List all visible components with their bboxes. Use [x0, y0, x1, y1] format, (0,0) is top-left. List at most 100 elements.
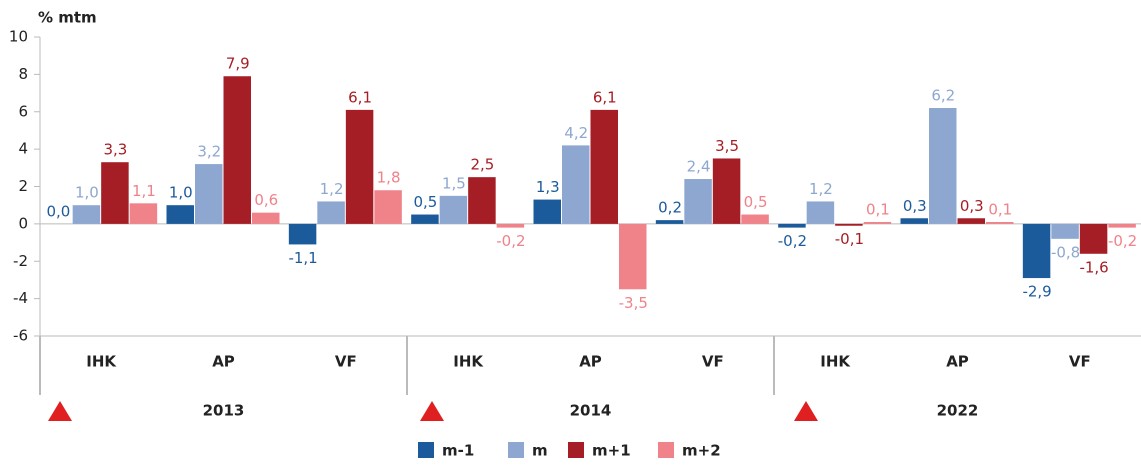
y-tick-label: 6	[18, 102, 28, 120]
marker	[794, 401, 818, 421]
data-label: 6,1	[348, 88, 372, 106]
data-label: 1,3	[536, 178, 560, 196]
data-label: 6,2	[931, 87, 955, 105]
bar	[534, 200, 562, 224]
x-tick-label: VF	[335, 353, 357, 371]
bar	[864, 222, 892, 224]
bar	[807, 201, 835, 223]
x-tick-label: IHK	[820, 353, 851, 371]
bar	[619, 224, 647, 289]
bar	[562, 145, 590, 223]
data-label: -0,8	[1051, 243, 1080, 261]
group-label: 2013	[203, 402, 245, 420]
legend-label: m	[532, 442, 548, 460]
data-label: 1,8	[377, 169, 401, 187]
bar	[986, 222, 1014, 224]
bar	[440, 196, 468, 224]
x-tick-label: VF	[1069, 353, 1091, 371]
group-label: 2014	[570, 402, 612, 420]
data-label: 0,1	[988, 201, 1012, 219]
data-label: 7,9	[226, 55, 250, 73]
y-tick-label: -4	[13, 289, 28, 307]
data-label: -0,1	[835, 230, 864, 248]
x-tick-label: IHK	[86, 353, 117, 371]
x-tick-label: AP	[946, 353, 969, 371]
data-label: 1,1	[132, 182, 156, 200]
legend-label: m+1	[592, 442, 631, 460]
data-label: 6,1	[593, 88, 617, 106]
data-label: 0,2	[658, 199, 682, 217]
marker	[48, 401, 72, 421]
data-label: -1,6	[1079, 258, 1108, 276]
bar	[73, 205, 101, 224]
legend-swatch	[418, 442, 434, 458]
bar	[684, 179, 712, 224]
data-label: 4,2	[564, 124, 588, 142]
y-tick-label: 8	[18, 65, 28, 83]
data-label: 0,6	[254, 191, 278, 209]
bar	[958, 218, 986, 224]
y-tick-label: 2	[18, 177, 28, 195]
data-label: 0,5	[744, 193, 768, 211]
bar	[195, 164, 223, 224]
data-label: -2,9	[1022, 283, 1051, 301]
bar	[224, 76, 252, 224]
data-label: 0,1	[866, 201, 890, 219]
data-label: 1,5	[442, 174, 466, 192]
bar	[252, 213, 280, 224]
data-label: -0,2	[778, 232, 807, 250]
data-label: -1,1	[288, 249, 317, 267]
data-label: 1,0	[169, 184, 193, 202]
data-label: 0,3	[960, 197, 984, 215]
bar	[835, 224, 863, 226]
x-tick-label: IHK	[453, 353, 484, 371]
bar	[468, 177, 496, 224]
legend-swatch	[508, 442, 524, 458]
data-label: -0,2	[1108, 232, 1137, 250]
legend-label: m-1	[442, 442, 474, 460]
data-label: 2,4	[687, 158, 711, 176]
bar	[1023, 224, 1050, 278]
bar	[130, 203, 158, 224]
x-tick-label: AP	[579, 353, 602, 371]
legend-label: m+2	[682, 442, 721, 460]
bar	[167, 205, 195, 224]
bar	[656, 220, 684, 224]
y-tick-label: 10	[9, 28, 28, 46]
data-label: 3,2	[197, 143, 221, 161]
y-tick-label: 4	[18, 140, 28, 158]
legend-swatch	[658, 442, 674, 458]
marker	[420, 401, 444, 421]
bar	[497, 224, 524, 228]
data-label: -3,5	[619, 294, 648, 312]
bar	[901, 218, 929, 224]
bar	[411, 215, 439, 224]
bar	[1080, 224, 1108, 254]
data-label: 2,5	[470, 156, 494, 174]
y-tick-label: 0	[18, 214, 28, 232]
data-label: 3,3	[103, 141, 127, 159]
y-tick-label: -6	[13, 327, 28, 345]
y-axis-label: % mtm	[38, 9, 97, 27]
bar	[289, 224, 317, 245]
bar	[741, 215, 769, 224]
bar	[101, 162, 128, 224]
bar	[778, 224, 806, 228]
bar	[591, 110, 619, 224]
data-label: 1,2	[320, 180, 344, 198]
legend-swatch	[568, 442, 584, 458]
data-label: -0,2	[496, 232, 525, 250]
data-label: 1,2	[809, 180, 833, 198]
data-label: 0,5	[413, 193, 437, 211]
bar	[1108, 224, 1136, 228]
data-label: 3,5	[715, 137, 739, 155]
group-label: 2022	[937, 402, 979, 420]
data-label: 1,0	[75, 184, 99, 202]
x-tick-label: AP	[212, 353, 235, 371]
bar	[929, 108, 957, 224]
bar	[317, 201, 345, 223]
bar	[1051, 224, 1079, 239]
data-label: 0,0	[46, 202, 70, 220]
data-label: 0,3	[903, 197, 927, 215]
